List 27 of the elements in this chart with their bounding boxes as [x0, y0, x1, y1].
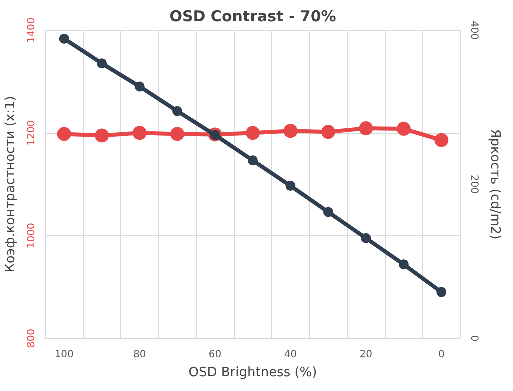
point — [134, 82, 145, 92]
x-tick-label: 100 — [54, 350, 74, 360]
x-tick-label: 0 — [438, 350, 445, 360]
y2-tick-label: 400 — [468, 20, 480, 40]
y2-tick-label: 0 — [468, 335, 480, 342]
x-tick-label: 60 — [208, 350, 222, 360]
point — [436, 287, 447, 298]
point — [323, 207, 334, 218]
y2-tick-label: 200 — [468, 174, 480, 194]
point — [286, 181, 296, 192]
point — [172, 106, 183, 116]
point — [361, 233, 372, 244]
chart-title: OSD Contrast - 70% — [170, 8, 336, 26]
point — [59, 34, 70, 44]
y-tick-label: 1000 — [26, 223, 38, 249]
x-tick-label: 80 — [133, 350, 146, 360]
point — [248, 156, 258, 166]
x-tick-label: 20 — [360, 350, 373, 360]
y2-axis-title: Яркость (cd/m2) — [488, 129, 502, 240]
x-tick-label: 40 — [284, 350, 298, 360]
y-tick-label: 1400 — [26, 18, 38, 44]
y-axis-title: Коэф.контрастности (x:1) — [4, 96, 18, 273]
y-tick-label: 1200 — [26, 120, 38, 146]
x-axis-title: OSD Brightness (%) — [188, 366, 318, 380]
point — [398, 260, 409, 270]
y-tick-label: 800 — [26, 328, 38, 348]
point — [97, 58, 108, 69]
